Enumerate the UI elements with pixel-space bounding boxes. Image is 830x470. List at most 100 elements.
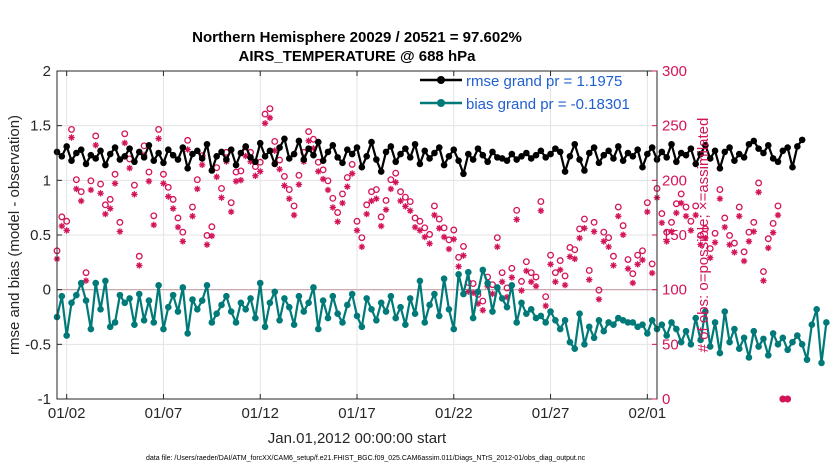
rmse-point [644,150,651,158]
bias-point [416,277,424,285]
bias-point [440,275,448,283]
rmse-point [271,160,279,168]
assimilated-point [169,205,177,212]
rmse-point [740,154,748,161]
rmse-point [140,154,148,161]
bias-point [426,301,433,309]
assimilated-point [450,235,457,243]
rmse-point [155,149,162,157]
bias-point [731,325,738,333]
assimilated-point [440,233,448,241]
assimilated-point [261,120,269,127]
rmse-point [484,158,491,166]
possible-point [518,277,525,285]
assimilated-point [445,245,453,253]
bias-point [769,330,777,337]
assimilated-point [498,278,506,286]
possible-point [503,284,511,292]
chart-subtitle: AIRS_TEMPERATURE @ 688 hPa [239,48,477,65]
possible-point [716,186,724,193]
assimilated-point [194,185,201,193]
x-tick-label-1: 01/07 [145,405,183,422]
rmse-point [779,147,787,155]
possible-point [116,218,124,226]
bias-point [92,279,100,287]
bias-point [508,281,516,289]
bias-point [377,299,385,307]
assimilated-point [682,213,690,220]
assimilated-point [310,145,317,152]
possible-point [547,251,554,259]
assimilated-point [634,261,641,268]
possible-point [450,226,458,234]
possible-point [687,217,695,225]
bias-point [387,292,395,300]
bias-point [590,334,598,342]
assimilated-point [702,234,709,242]
assimilated-point [610,262,617,269]
rmse-point [585,149,593,157]
possible-point [426,230,434,238]
rmse-point [68,157,75,164]
assimilated-point [257,168,264,175]
possible-point [711,229,719,237]
x-axis-label: Jan.01,2012 00:00:00 start [268,430,447,447]
rmse-point [160,159,167,167]
possible-point [498,269,506,277]
assimilated-point [595,296,603,303]
assimilated-point [460,252,467,259]
assimilated-point [266,114,274,122]
assimilated-point [571,255,578,263]
rmse-point [663,154,670,161]
bias-point [247,295,254,302]
rmse-point [97,147,104,155]
possible-point [82,269,90,277]
bias-point [745,354,753,361]
bias-point [644,330,651,337]
rmse-point [237,149,245,157]
bias-point [87,325,95,333]
bias-point [421,319,429,326]
y-tick-label-5: 1.5 [30,118,51,135]
y-tick-label-3: 0.5 [30,227,51,244]
rmse-point [566,152,574,160]
bias-point [319,297,327,304]
rmse-point [600,151,608,159]
assimilated-point [387,185,395,193]
assimilated-point [281,182,288,189]
rmse-point [794,143,801,150]
bias-point [261,323,269,331]
bias-point [184,330,191,337]
rmse-point [445,152,453,160]
bias-point [823,319,830,326]
rmse-point [58,152,66,160]
bias-point [295,292,303,300]
rmse-point [595,159,603,167]
rmse-point [145,142,153,149]
assimilated-point [731,249,738,256]
possible-point [764,235,772,243]
bias-point [479,266,487,274]
bias-point [808,321,816,328]
assimilated-point [363,210,370,218]
rmse-point [402,145,409,152]
rmse-point [561,168,569,175]
possible-point [571,246,579,254]
bias-point [382,308,390,315]
rmse-point [605,147,612,155]
possible-point [421,224,429,232]
bias-point [77,279,85,287]
bias-point [571,345,579,353]
assimilated-point [116,228,124,235]
rmse-point [590,144,598,151]
assimilated-point [252,172,259,179]
assimilated-point [358,243,366,251]
rmse-point [87,151,95,159]
assimilated-point [165,193,172,200]
possible-point [416,217,424,225]
assimilated-point [740,257,748,265]
assimilated-point [639,256,646,264]
y-tick-label-6: 2 [43,63,51,80]
x-tick-label-5: 01/27 [532,405,570,422]
